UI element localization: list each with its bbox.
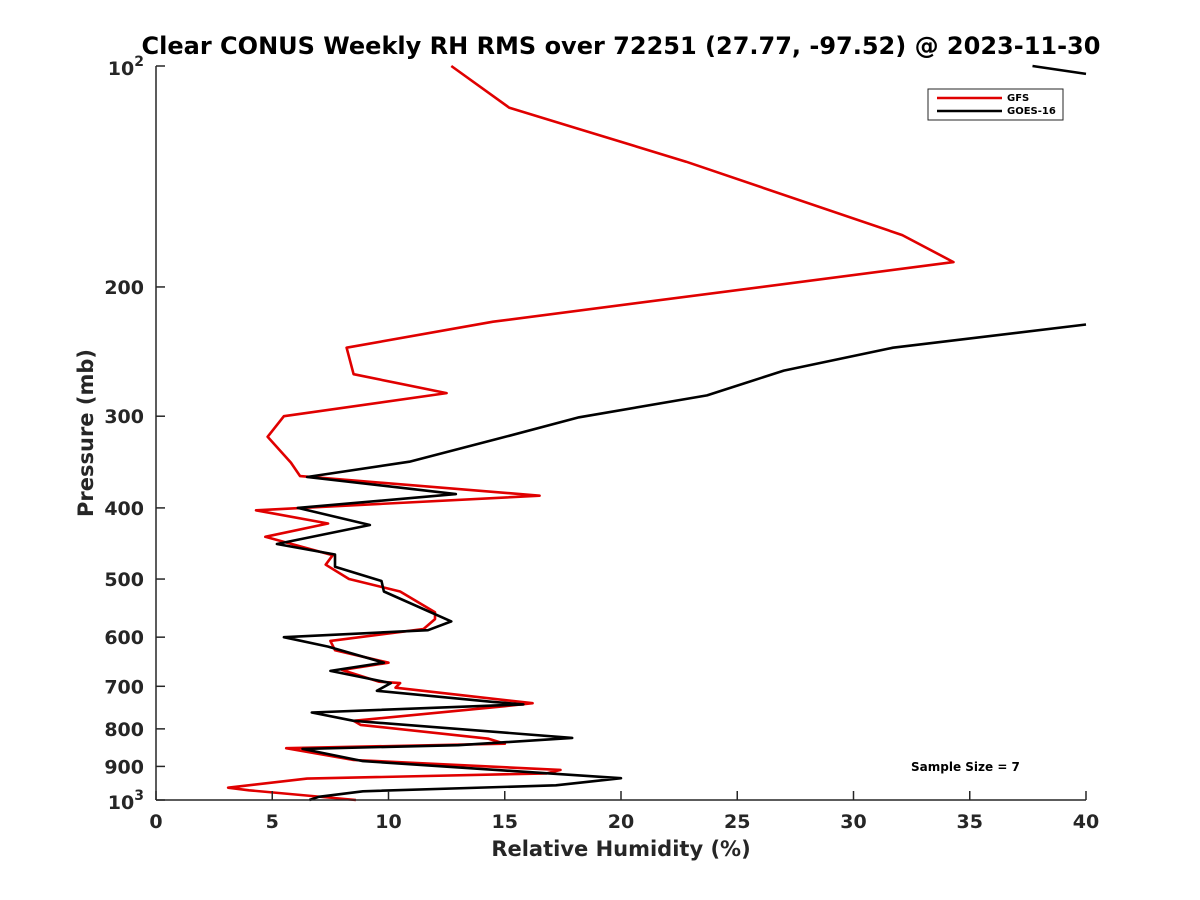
- y-tick-label: 900: [104, 756, 144, 778]
- legend: GFS GOES-16: [927, 88, 1064, 121]
- chart-title: Clear CONUS Weekly RH RMS over 72251 (27…: [142, 32, 1101, 60]
- x-tick-label: 30: [840, 811, 866, 833]
- x-tick-label: 40: [1073, 811, 1099, 833]
- x-ticks: 0 5 10 15 20 25 30 35 40: [149, 791, 1099, 833]
- series-line-goes16: [275, 323, 1087, 802]
- y-tick-label: 200: [104, 277, 144, 299]
- legend-label-goes16: GOES-16: [1007, 106, 1056, 117]
- y-tick-label: 102: [108, 54, 144, 80]
- x-tick-label: 20: [608, 811, 634, 833]
- sample-size-annotation: Sample Size = 7: [911, 760, 1020, 774]
- x-tick-label: 25: [724, 811, 750, 833]
- y-tick-label: 700: [104, 676, 144, 698]
- y-tick-label: 400: [104, 498, 144, 520]
- x-tick-label: 10: [375, 811, 401, 833]
- y-tick-label: 600: [104, 627, 144, 649]
- y-tick-label: 500: [104, 569, 144, 591]
- x-axis-label: Relative Humidity (%): [491, 837, 750, 861]
- x-tick-label: 0: [149, 811, 162, 833]
- y-ticks: 102 200 300 400 500 600 700 800 900 103: [104, 54, 165, 814]
- x-tick-label: 15: [492, 811, 518, 833]
- series-line-2: [1032, 64, 1087, 76]
- y-axis-label: Pressure (mb): [74, 349, 98, 517]
- y-tick-label: 103: [108, 788, 144, 814]
- legend-label-gfs: GFS: [1007, 93, 1029, 104]
- series-line-gfs: [226, 64, 955, 802]
- x-tick-label: 35: [957, 811, 983, 833]
- series-layer: [226, 64, 1087, 802]
- y-tick-label: 300: [104, 406, 144, 428]
- y-tick-label: 800: [104, 719, 144, 741]
- x-tick-label: 5: [266, 811, 279, 833]
- legend-box: [927, 88, 1064, 121]
